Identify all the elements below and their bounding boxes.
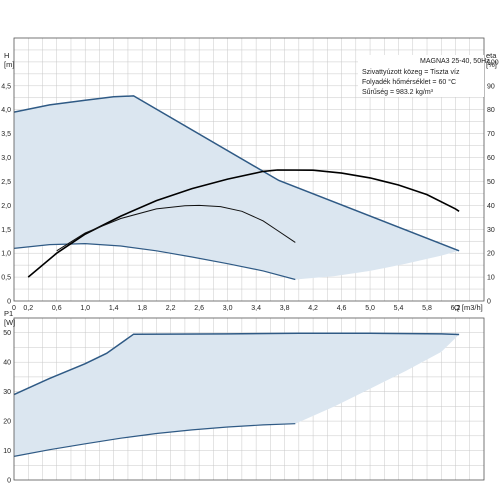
info-density: Sűrűség = 983.2 kg/m³ [362,89,434,96]
x-tick-label: 0,2 [23,305,33,312]
x-tick-label: 2,6 [194,305,204,312]
bottom-tick-labels: 0 10 20 30 40 50 [3,330,11,484]
x-tick-label: 5,8 [422,305,432,312]
info-box-background [358,55,484,97]
power-tick-label: 20 [3,419,11,426]
min-speed-curve [13,242,296,281]
y2-tick-label: 100 [487,59,499,66]
y2-tick-label: 10 [487,275,495,282]
y2-axis-label-line2: [%] [486,60,497,69]
y-tick-label: 0,5 [1,275,11,282]
x-tick-label: 1,4 [109,305,119,312]
envelope-area [14,95,460,280]
y2-tick-label: 40 [487,203,495,210]
info-model: MAGNA3 25-40, 50Hz [420,58,490,65]
power-panel: 0 10 20 30 40 50 P1 [W] [3,309,485,485]
efficiency-curve-2 [56,204,296,252]
y-tick-label: 2,0 [1,203,11,210]
y-axis-label-line1: H [4,51,9,60]
y-tick-label: 1,0 [1,251,11,258]
power-tick-label: 40 [3,360,11,367]
min-power-curve [13,423,296,457]
y2-tick-label: 80 [487,107,495,114]
power-envelope-area [14,333,460,457]
x-tick-label: 0,6 [52,305,62,312]
x-tick-label: 1,0 [80,305,90,312]
power-range-envelope [13,332,460,457]
x-tick-label: 2,2 [166,305,176,312]
y-tick-label: 0 [7,299,11,306]
y2-axis-label-line1: eta [486,51,497,60]
x-tick-label: 4,2 [308,305,318,312]
operating-range-envelope [13,95,460,281]
y-tick-label: 1,5 [1,227,11,234]
top-plot-frame [13,37,485,302]
x-tick-label: 5,4 [394,305,404,312]
power-tick-label: 0 [7,478,11,485]
y2-tick-label: 90 [487,83,495,90]
efficiency-curves [27,169,460,278]
y2-tick-label: 70 [487,131,495,138]
y-tick-label: 4,5 [1,83,11,90]
y-tick-label: 3,0 [1,155,11,162]
power-axis-label-line2: [W] [4,318,15,327]
x-tick-label: 3,0 [223,305,233,312]
bottom-plot-frame [13,317,485,481]
max-power-curve [13,332,460,396]
y-tick-label: 3,5 [1,131,11,138]
power-tick-label: 10 [3,448,11,455]
info-temperature: Folyadék hőmérséklet = 60 °C [362,78,456,86]
x-tick-label: 1,8 [137,305,147,312]
y-tick-label: 4,0 [1,107,11,114]
x-tick-label: 6,2 [451,305,461,312]
max-speed-curve [13,95,460,252]
x-tick-label: 3,8 [280,305,290,312]
power-tick-label: 50 [3,330,11,337]
y-axis-label-line2: [m] [4,60,14,69]
y2-tick-label: 50 [487,179,495,186]
power-axis-label-line1: P1 [4,309,13,318]
x-axis-label: Q [m3/h] [454,303,483,312]
efficiency-curve-1 [27,169,460,278]
x-tick-label: 0 [12,305,16,312]
y2-tick-label: 30 [487,227,495,234]
y2-tick-label: 20 [487,251,495,258]
y2-tick-label: 0 [487,299,491,306]
info-box: MAGNA3 25-40, 50Hz Szivattyúzott közeg =… [358,55,490,97]
x-tick-label: 3,4 [251,305,261,312]
y-tick-label: 2,5 [1,179,11,186]
x-tick-label: 5,0 [365,305,375,312]
y2-tick-label: 60 [487,155,495,162]
info-liquid: Szivattyúzott közeg = Tiszta víz [362,69,460,76]
power-tick-label: 30 [3,389,11,396]
x-tick-label: 4,6 [337,305,347,312]
top-tick-labels: 0 0,2 0,6 1,0 1,4 1,8 2,2 2,6 3,0 3,4 3,8 4,2 4,6 5,0… [1,59,499,312]
